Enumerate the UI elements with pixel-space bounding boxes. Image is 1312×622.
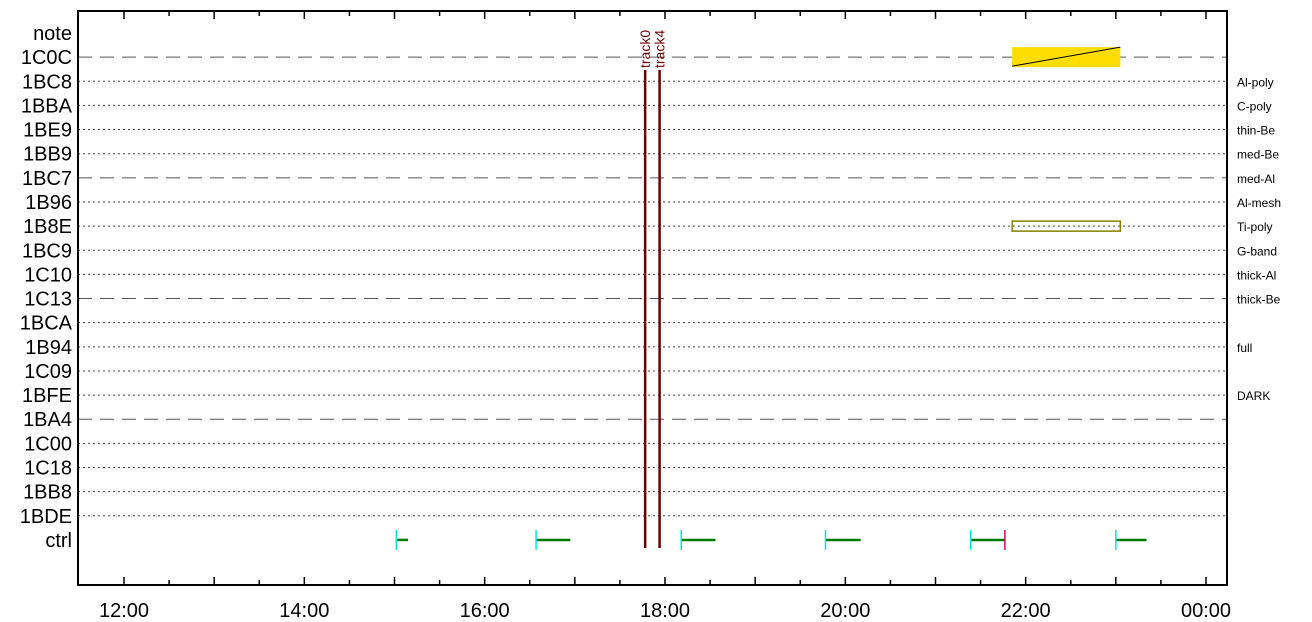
row-label: 1B8E <box>23 216 72 238</box>
row-label: 1BC7 <box>22 168 72 190</box>
row-label: 1C13 <box>24 289 72 311</box>
row-right-label: Ti-poly <box>1237 220 1273 234</box>
row-label: note <box>33 23 72 45</box>
row-right-label: thin-Be <box>1237 124 1275 138</box>
row-label: 1C00 <box>24 433 72 455</box>
row-right-label: Al-mesh <box>1237 196 1281 210</box>
bar-outline <box>1011 220 1122 232</box>
row-label: ctrl <box>45 530 72 552</box>
row-right-label: DARK <box>1237 389 1270 403</box>
row-label: 1BB9 <box>23 144 72 166</box>
track-marker-label: track0 <box>637 30 653 68</box>
ctrl-segments <box>395 529 1147 550</box>
row-label: 1B94 <box>25 337 72 359</box>
x-axis-labels: 12:00 14:00 16:00 18:00 20:00 22:00 00:00 <box>99 600 1231 622</box>
row-label: 1C09 <box>24 361 72 383</box>
row-right-labels: Al-poly C-poly thin-Be med-Be med-Al Al-mesh T… <box>1237 75 1281 403</box>
row-label: 1BBA <box>21 95 73 117</box>
row-label: 1BFE <box>22 385 72 407</box>
track-marker-label: track4 <box>652 30 668 68</box>
plot-frame <box>77 10 1228 586</box>
x-tick-label: 20:00 <box>820 600 870 622</box>
row-gridlines <box>78 56 1227 517</box>
row-label: 1BCA <box>20 313 73 335</box>
x-tick-label: 16:00 <box>460 600 510 622</box>
x-tick-label: 12:00 <box>99 600 149 622</box>
x-tick-label: 18:00 <box>640 600 690 622</box>
row-label: 1BE9 <box>23 120 72 142</box>
x-tick-label: 00:00 <box>1181 600 1231 622</box>
row-right-label: Al-poly <box>1237 75 1274 89</box>
bar-diagonal <box>1012 46 1121 67</box>
row-right-label: C-poly <box>1237 99 1272 113</box>
row-label: 1B96 <box>25 192 72 214</box>
row-right-label: med-Be <box>1237 148 1279 162</box>
row-right-label: thick-Be <box>1237 293 1281 307</box>
row-label: 1BA4 <box>23 409 72 431</box>
row-right-label: full <box>1237 341 1252 355</box>
x-tick-label: 22:00 <box>1001 600 1051 622</box>
row-right-label: med-Al <box>1237 172 1275 186</box>
row-label: 1C10 <box>24 264 72 286</box>
row-label: 1BDE <box>20 506 72 528</box>
x-tick-label: 14:00 <box>279 600 329 622</box>
row-label: 1BC9 <box>22 240 72 262</box>
x-axis-ticks <box>123 11 1207 585</box>
row-right-label: G-band <box>1237 244 1277 258</box>
row-label: 1C0C <box>21 47 72 69</box>
row-right-label: thick-Al <box>1237 268 1276 282</box>
row-label: 1C18 <box>24 458 72 480</box>
bars <box>1011 46 1122 232</box>
row-label: 1BC8 <box>22 71 72 93</box>
row-label: 1BB8 <box>23 482 72 504</box>
